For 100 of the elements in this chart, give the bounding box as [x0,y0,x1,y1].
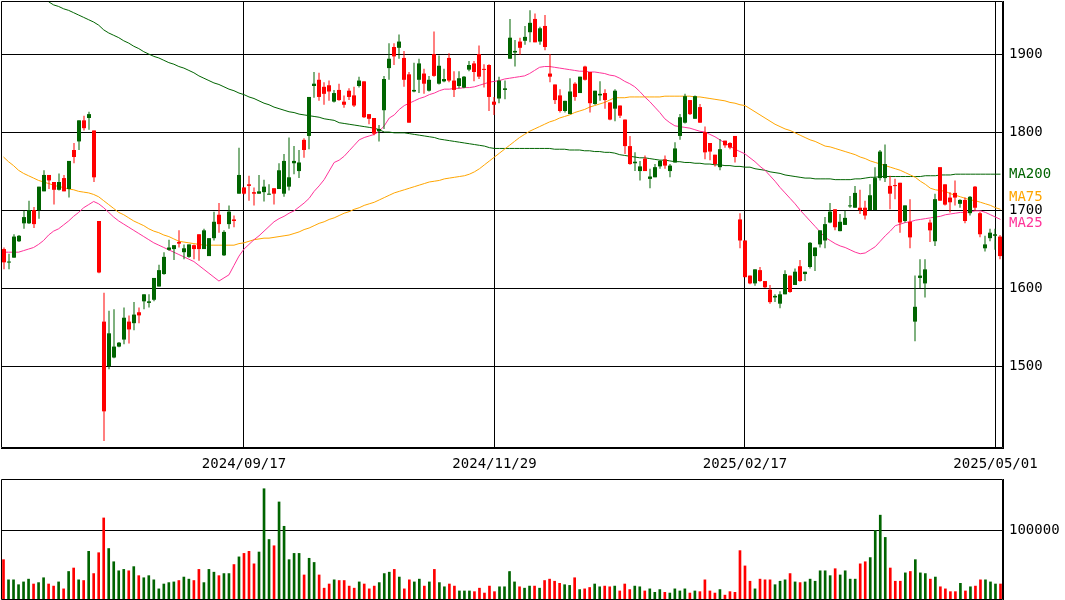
bar [142,577,146,600]
bar [954,591,957,600]
bar [72,567,75,600]
bar [392,569,396,600]
bar [548,578,551,600]
bar [588,587,592,600]
bar [568,585,571,600]
bar [583,588,586,600]
bar [367,588,371,600]
bar [402,588,406,600]
bar [352,587,356,600]
bar [112,561,116,600]
bar [628,589,632,600]
bar [37,582,40,600]
bar [653,592,657,600]
bar [488,585,491,600]
bar [984,579,987,600]
bar [478,587,481,600]
bar [924,573,927,600]
bar [929,578,932,600]
bar [964,590,967,600]
bar [127,570,131,600]
bar [949,591,952,600]
bar [989,581,992,600]
bar [999,583,1002,600]
x-tick-label: 2024/09/17 [201,455,287,472]
bar [523,587,526,600]
bar [82,580,85,600]
bar [959,582,962,600]
bar [2,559,5,600]
bar [903,572,907,600]
bar [453,585,456,600]
candlestick [177,230,181,248]
bar [638,586,642,600]
bar [934,576,937,600]
bar [337,580,341,600]
x-tick-label: 2025/02/17 [702,455,788,472]
bar [27,578,30,600]
bar [372,585,376,600]
bar [908,571,912,600]
y-tick-label: 1800 [1009,122,1043,139]
bar [528,585,531,600]
bar [939,586,942,600]
bar [347,585,351,600]
candlestick [267,184,271,195]
bar [62,588,65,600]
bar [52,585,55,600]
bar [648,588,652,600]
bar [77,579,80,600]
bar [663,592,667,600]
bar [67,571,70,600]
bar [122,569,126,600]
bar [633,585,637,600]
bar [503,586,506,600]
bar [613,585,617,600]
bar [117,570,121,600]
bar [498,586,501,600]
bar [513,581,516,600]
bar [57,581,60,600]
bar [838,574,842,600]
bar [157,588,161,600]
bar [87,550,91,600]
bar [162,583,166,600]
bar [898,580,902,600]
bar [608,586,612,600]
x-tick-label: 2024/11/29 [452,455,537,472]
bar [618,590,622,600]
bar [377,582,381,600]
bar [473,591,476,600]
bar [623,583,627,600]
bar [563,584,566,600]
bar [658,589,662,600]
bar [17,584,20,600]
bar [397,576,401,600]
bar [42,577,45,600]
bar [919,572,922,600]
bar [483,592,486,600]
bar [7,579,10,600]
bar [382,573,386,600]
bar [843,570,847,600]
bar [643,590,647,600]
bar [848,578,852,600]
bar [448,583,451,600]
bar [883,537,887,600]
bar [443,586,446,600]
x-tick-label: 2025/05/01 [953,455,1038,472]
y-tick-label: 1500 [1009,356,1043,373]
bar [342,580,346,600]
bar [423,585,426,600]
y-tick-label: 100000 [1009,521,1060,538]
bar [387,571,391,600]
bar [578,589,581,600]
bar [433,569,436,600]
bar [357,581,361,600]
bar [132,566,136,600]
bar [558,582,561,600]
bar [97,552,101,600]
bar [538,587,541,600]
bar [12,579,15,600]
bar [413,581,416,600]
